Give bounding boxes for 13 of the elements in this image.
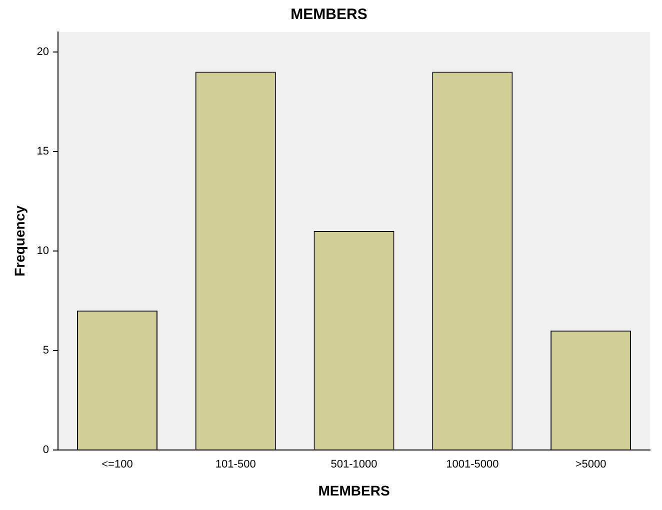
- x-tick-label: 501-1000: [330, 458, 378, 471]
- y-tick-label: 0: [42, 444, 50, 456]
- y-tick-label: 15: [36, 145, 50, 158]
- x-tick-label: 101-500: [215, 458, 256, 471]
- y-tick-label: 10: [36, 244, 50, 257]
- chart-title: MEMBERS: [290, 6, 368, 24]
- y-tick-label: 20: [36, 46, 50, 58]
- x-tick-label: 1001-5000: [446, 458, 499, 471]
- y-tick-label: 5: [42, 344, 50, 357]
- x-tick-label: <=100: [102, 458, 133, 471]
- y-axis-title: Frequency: [11, 205, 28, 276]
- x-tick-label: >5000: [575, 458, 606, 471]
- x-axis-title: MEMBERS: [318, 482, 390, 498]
